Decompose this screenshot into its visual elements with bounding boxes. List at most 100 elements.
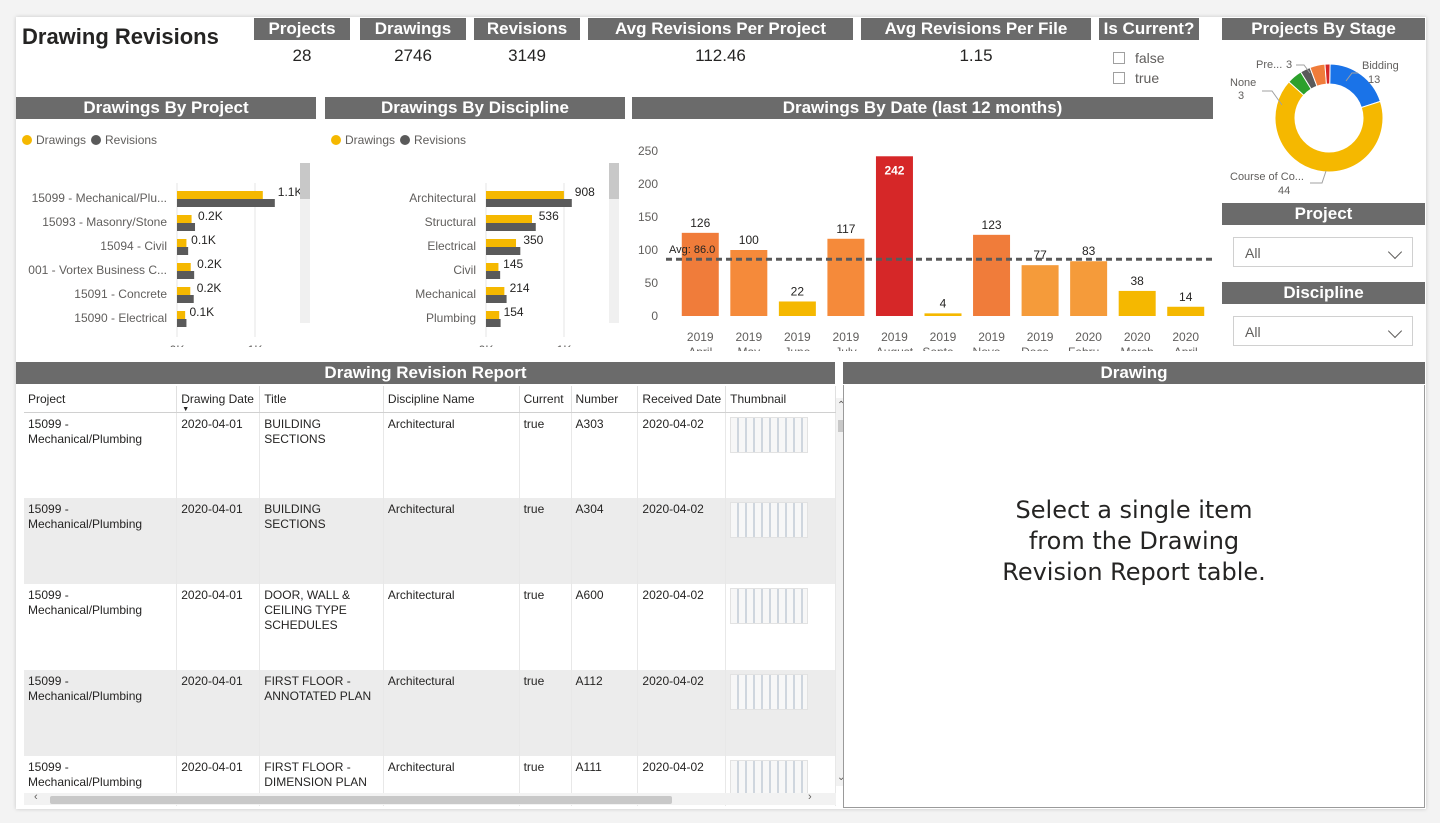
category-label: 001 - Vortex Business C...	[28, 263, 167, 277]
cell-thumbnail[interactable]	[725, 498, 836, 584]
cell-drawing-date[interactable]: 2020-04-01	[176, 412, 261, 498]
kpi-drawings-label: Drawings	[360, 18, 466, 40]
projects-by-stage-label: Projects By Stage	[1222, 18, 1425, 40]
cell-project[interactable]: 15099 - Mechanical/Plumbing	[24, 584, 178, 670]
project-chart-scrollbar[interactable]	[300, 163, 310, 323]
col-number[interactable]: Number	[571, 386, 639, 413]
x-tick-label-year: 2019	[978, 330, 1005, 344]
bar-revisions	[177, 319, 187, 327]
cell-number[interactable]: A112	[571, 670, 639, 756]
table-row[interactable]: 15099 - Mechanical/Plumbing 2020-04-01 DOO…	[24, 584, 836, 670]
discipline-chart-scrollbar[interactable]	[609, 163, 619, 323]
scroll-down-icon[interactable]: ⌄	[837, 772, 846, 783]
drawing-thumbnail-image[interactable]	[730, 502, 809, 538]
is-current-true-option[interactable]: true	[1113, 70, 1159, 86]
drawing-thumbnail-image[interactable]	[730, 588, 809, 624]
scrollbar-thumb[interactable]	[838, 420, 846, 432]
cell-discipline[interactable]: Architectural	[383, 412, 520, 498]
donut-label-none: None	[1230, 77, 1256, 89]
cell-received-date[interactable]: 2020-04-02	[637, 670, 727, 756]
col-drawing-date[interactable]: Drawing Date ▼	[176, 386, 261, 413]
category-label: Structural	[425, 215, 476, 229]
date-bar	[924, 313, 962, 316]
date-bar-value-label: 242	[884, 163, 904, 177]
cell-drawing-date[interactable]: 2020-04-01	[176, 584, 261, 670]
scrollbar-thumb[interactable]	[300, 163, 310, 199]
scroll-up-icon[interactable]: ⌃	[837, 400, 846, 411]
cell-number[interactable]: A303	[571, 412, 639, 498]
discipline-slicer-label: Discipline	[1222, 282, 1425, 304]
cell-drawing-date[interactable]: 2020-04-01	[176, 670, 261, 756]
is-current-false-option[interactable]: false	[1113, 50, 1165, 66]
bar-drawings	[177, 263, 191, 271]
col-title[interactable]: Title	[259, 386, 384, 413]
cell-number[interactable]: A304	[571, 498, 639, 584]
x-tick-label: 1K	[248, 343, 263, 347]
donut-label-pre: Pre...	[1256, 59, 1282, 71]
cell-current[interactable]: true	[519, 670, 572, 756]
cell-received-date[interactable]: 2020-04-02	[637, 498, 727, 584]
report-label: Drawing Revision Report	[16, 362, 835, 384]
table-horizontal-scrollbar[interactable]: ‹ ›	[24, 791, 836, 805]
table-row[interactable]: 15099 - Mechanical/Plumbing 2020-04-01 BUI…	[24, 412, 836, 498]
table-row[interactable]: 15099 - Mechanical/Plumbing 2020-04-01 BUI…	[24, 498, 836, 584]
cell-received-date[interactable]: 2020-04-02	[637, 412, 727, 498]
drawing-thumbnail-image[interactable]	[730, 760, 809, 796]
col-project[interactable]: Project	[24, 386, 178, 413]
cell-discipline[interactable]: Architectural	[383, 584, 520, 670]
average-label: Avg: 86.0	[669, 244, 715, 256]
col-received-date[interactable]: Received Date	[637, 386, 727, 413]
sort-desc-icon[interactable]: ▼	[182, 406, 190, 412]
chevron-down-icon[interactable]	[1387, 244, 1403, 260]
cell-title[interactable]: BUILDING SECTIONS	[259, 498, 384, 584]
chevron-down-icon[interactable]	[1387, 323, 1403, 339]
cell-title[interactable]: FIRST FLOOR - ANNOTATED PLAN	[259, 670, 384, 756]
cell-current[interactable]: true	[519, 412, 572, 498]
cell-project[interactable]: 15099 - Mechanical/Plumbing	[24, 670, 178, 756]
x-tick-label-month: August	[876, 345, 914, 351]
cell-thumbnail[interactable]	[725, 670, 836, 756]
drawing-panel: Select a single item from the Drawing Re…	[843, 385, 1425, 808]
cell-discipline[interactable]: Architectural	[383, 498, 520, 584]
cell-current[interactable]: true	[519, 498, 572, 584]
project-dropdown-value: All	[1245, 245, 1261, 261]
scrollbar-thumb[interactable]	[50, 796, 672, 804]
drawing-thumbnail-image[interactable]	[730, 416, 809, 453]
donut-value-none: 3	[1238, 90, 1244, 102]
bar-revisions	[177, 247, 189, 255]
date-bar-value-label: 100	[739, 233, 759, 247]
cell-number[interactable]: A600	[571, 584, 639, 670]
project-dropdown[interactable]: All	[1233, 237, 1413, 267]
bar-drawings	[486, 215, 532, 223]
cell-title[interactable]: DOOR, WALL & CEILING TYPE SCHEDULES	[259, 584, 384, 670]
col-discipline-name[interactable]: Discipline Name	[383, 386, 520, 413]
cell-project[interactable]: 15099 - Mechanical/Plumbing	[24, 412, 178, 498]
scrollbar-thumb[interactable]	[609, 163, 619, 199]
kpi-revisions-label: Revisions	[474, 18, 580, 40]
cell-thumbnail[interactable]	[725, 412, 836, 498]
x-tick-label-month: June	[784, 345, 810, 351]
cell-discipline[interactable]: Architectural	[383, 670, 520, 756]
drawing-thumbnail-image[interactable]	[730, 674, 809, 710]
date-bar-value-label: 22	[791, 284, 805, 298]
kpi-avg-per-file-label: Avg Revisions Per File	[861, 18, 1091, 40]
cell-received-date[interactable]: 2020-04-02	[637, 584, 727, 670]
checkbox-icon[interactable]	[1113, 52, 1125, 64]
col-thumbnail[interactable]: Thumbnail	[725, 386, 836, 413]
table-row[interactable]: 15099 - Mechanical/Plumbing 2020-04-01 FIR…	[24, 670, 836, 756]
col-current[interactable]: Current	[519, 386, 572, 413]
cell-project[interactable]: 15099 - Mechanical/Plumbing	[24, 498, 178, 584]
legend-revisions-dot	[91, 135, 102, 145]
leader-line	[1345, 72, 1358, 82]
cell-drawing-date[interactable]: 2020-04-01	[176, 498, 261, 584]
discipline-dropdown[interactable]: All	[1233, 316, 1413, 346]
bar-value-label: 145	[503, 257, 523, 271]
cell-thumbnail[interactable]	[725, 584, 836, 670]
y-tick-label: 100	[638, 243, 658, 257]
cell-current[interactable]: true	[519, 584, 572, 670]
checkbox-icon[interactable]	[1113, 72, 1125, 84]
scroll-left-icon[interactable]: ‹	[34, 791, 38, 803]
cell-title[interactable]: BUILDING SECTIONS	[259, 412, 384, 498]
scroll-right-icon[interactable]: ›	[808, 791, 812, 803]
drawings-by-discipline-label: Drawings By Discipline	[325, 97, 625, 119]
